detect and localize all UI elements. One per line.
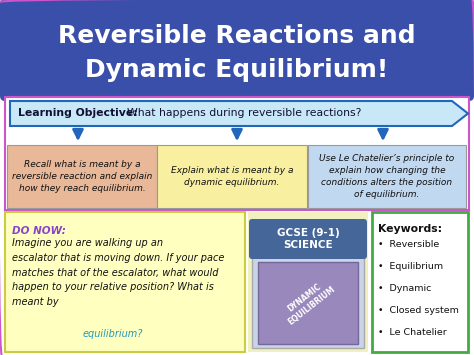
FancyBboxPatch shape — [372, 212, 468, 352]
FancyBboxPatch shape — [0, 0, 474, 101]
Text: equilibrium?: equilibrium? — [83, 329, 143, 339]
FancyBboxPatch shape — [308, 145, 466, 208]
FancyBboxPatch shape — [157, 145, 307, 208]
FancyBboxPatch shape — [252, 252, 364, 348]
Text: •  Closed system: • Closed system — [378, 306, 459, 315]
Text: •  Reversible: • Reversible — [378, 240, 439, 249]
Text: •  Equilibrium: • Equilibrium — [378, 262, 443, 271]
FancyBboxPatch shape — [249, 219, 367, 259]
Text: DYNAMIC
EQUILIBRIUM: DYNAMIC EQUILIBRIUM — [280, 277, 337, 327]
Text: Imagine you are walking up an
escalator that is moving down. If your pace
matche: Imagine you are walking up an escalator … — [12, 238, 224, 307]
Text: DO NOW:: DO NOW: — [12, 226, 66, 236]
Text: Recall what is meant by a
reversible reaction and explain
how they reach equilib: Recall what is meant by a reversible rea… — [12, 160, 152, 193]
Text: •  Le Chatelier: • Le Chatelier — [378, 328, 447, 337]
Text: Reversible Reactions and: Reversible Reactions and — [58, 24, 416, 48]
FancyBboxPatch shape — [7, 145, 157, 208]
Text: Use Le Chatelier’s principle to
explain how changing the
conditions alters the p: Use Le Chatelier’s principle to explain … — [319, 154, 455, 199]
Text: Keywords:: Keywords: — [378, 224, 442, 234]
Text: GCSE (9-1)
SCIENCE: GCSE (9-1) SCIENCE — [277, 228, 339, 250]
FancyBboxPatch shape — [5, 97, 469, 210]
Text: Learning Objective:: Learning Objective: — [18, 109, 138, 119]
Text: Explain what is meant by a
dynamic equilibrium.: Explain what is meant by a dynamic equil… — [171, 166, 293, 187]
Text: •  Dynamic: • Dynamic — [378, 284, 431, 293]
Text: Dynamic Equilibrium!: Dynamic Equilibrium! — [85, 58, 389, 82]
Text: What happens during reversible reactions?: What happens during reversible reactions… — [120, 109, 361, 119]
FancyBboxPatch shape — [5, 212, 245, 352]
Polygon shape — [258, 262, 358, 344]
Polygon shape — [10, 101, 468, 126]
FancyBboxPatch shape — [248, 212, 368, 352]
